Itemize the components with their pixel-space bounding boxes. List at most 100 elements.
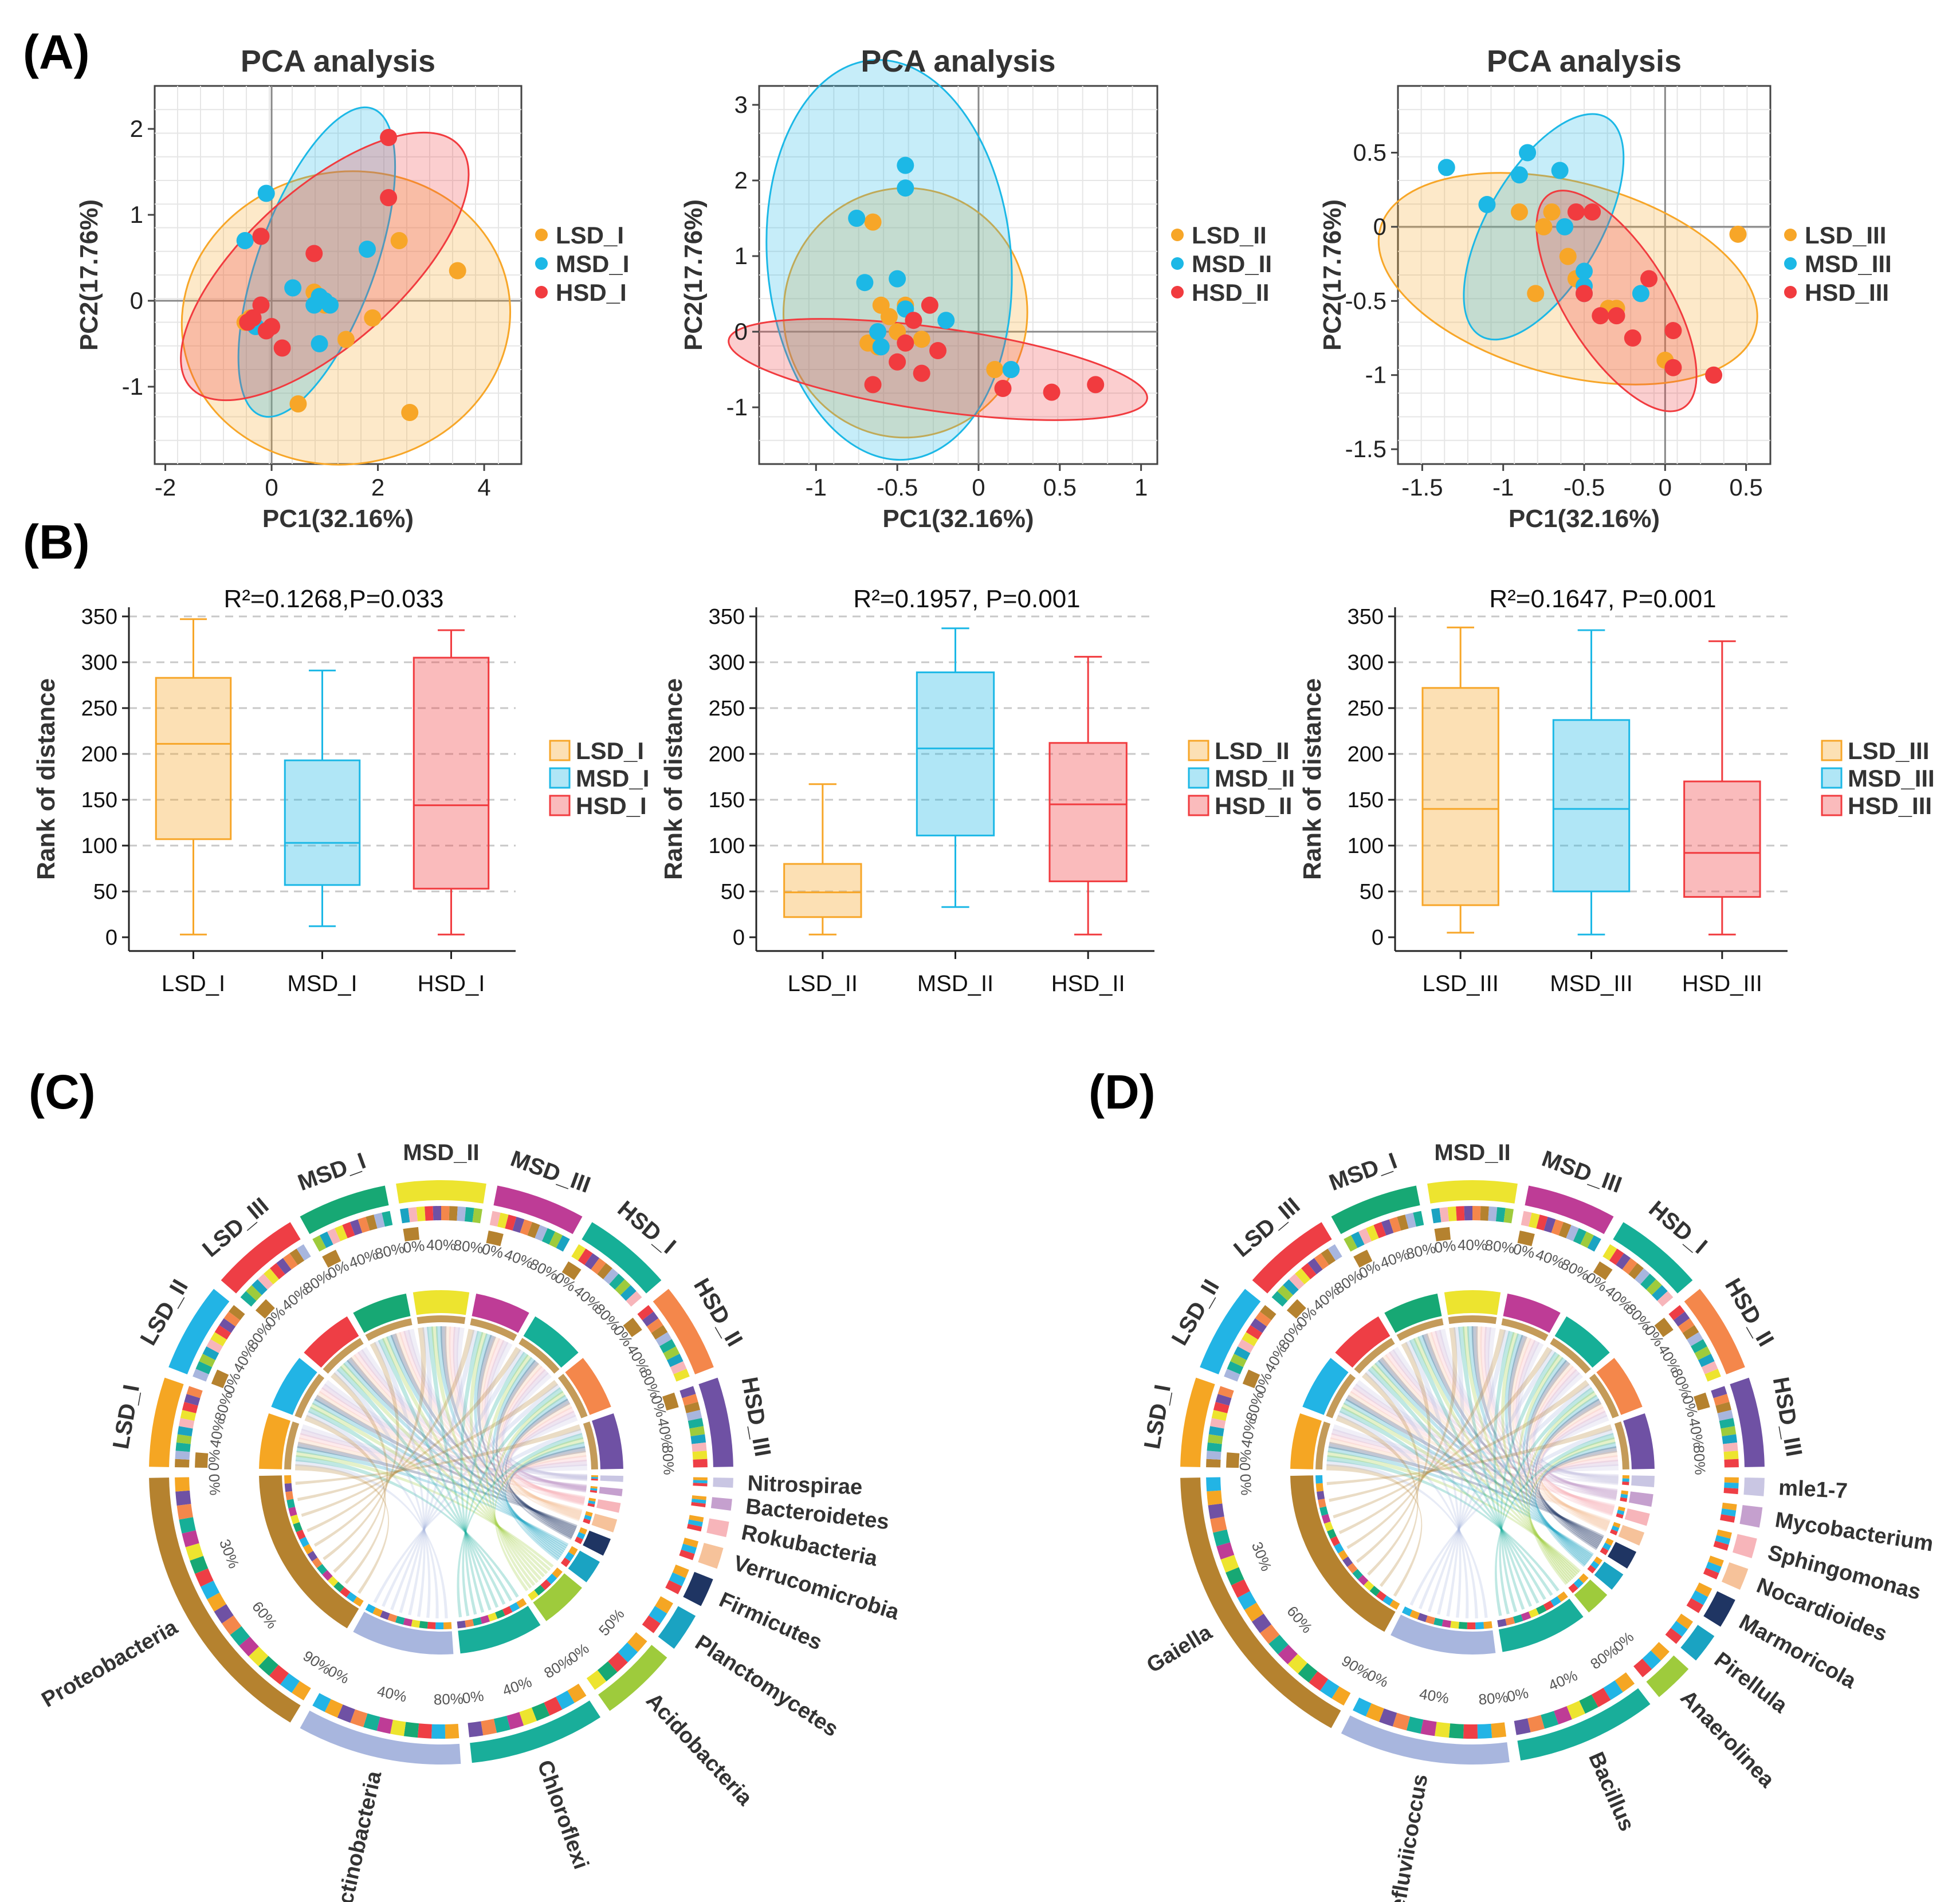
sample-stack-segment [1456, 1206, 1465, 1221]
data-point-lsd [449, 262, 466, 280]
data-point-lsd [864, 213, 882, 231]
sample-stack-segment [1224, 1369, 1240, 1382]
sample-scale-label: 80% [453, 1236, 484, 1257]
sample-arc-outer [1525, 1185, 1614, 1235]
y-tick-label: 50 [93, 880, 117, 904]
taxon-stack-segment [1633, 1659, 1652, 1677]
sample-stack-segment [1227, 1361, 1244, 1374]
x-tick-label: 0 [972, 474, 985, 501]
taxon-stack-segment [1208, 1503, 1224, 1519]
taxon-stack-segment [506, 1712, 524, 1730]
taxon-composition-strip [590, 1488, 598, 1491]
sample-stack-segment [1488, 1206, 1498, 1221]
data-point-lsd [1729, 225, 1747, 243]
sample-stack-segment [1580, 1231, 1594, 1248]
taxon-composition-strip [1513, 1614, 1523, 1624]
data-point-hsd [305, 245, 323, 262]
y-tick-label: 200 [81, 742, 117, 767]
y-tick-label: 50 [721, 880, 745, 904]
taxon-composition-strip [312, 1557, 323, 1569]
sample-stack-segment [214, 1325, 231, 1340]
sample-bar [1226, 1452, 1240, 1468]
sample-stack-segment [282, 1253, 298, 1270]
chord-link [1538, 1402, 1608, 1531]
taxon-stack-segment [1603, 1680, 1623, 1700]
sample-stack-segment [1713, 1394, 1730, 1406]
taxon-composition-strip [1318, 1498, 1326, 1508]
sample-composition-strip [1396, 1318, 1444, 1341]
sample-arc-inner [1596, 1358, 1643, 1415]
sample-stack-segment [202, 1346, 219, 1361]
sample-stack-segment [489, 1211, 501, 1227]
sample-stack-segment [1351, 1231, 1365, 1248]
sample-bar [195, 1452, 209, 1468]
sample-stack-segment [1668, 1304, 1685, 1321]
taxon-arc-inner [1608, 1542, 1637, 1569]
chord-link [314, 1394, 577, 1530]
taxon-composition-strip [591, 1478, 598, 1481]
sample-stack-segment [180, 1409, 197, 1421]
chord-link [1361, 1372, 1420, 1576]
taxon-composition-strip [480, 1615, 490, 1624]
sample-scale-label: 40% [426, 1236, 456, 1253]
sample-scale-label: 80% [659, 1445, 678, 1476]
y-tick-label: 250 [709, 697, 745, 721]
sample-bar [1286, 1299, 1306, 1319]
sample-stack-segment [505, 1215, 517, 1231]
taxon-composition-strip [488, 1612, 498, 1622]
sample-stack-segment [1344, 1235, 1358, 1252]
taxon-stack-segment [350, 1709, 368, 1727]
sample-arc-outer [582, 1222, 662, 1294]
data-point-msd [897, 156, 914, 174]
x-tick-label: LSD_III [1422, 971, 1498, 996]
sample-stack-segment [276, 1257, 292, 1275]
legend-label: LSD_II [1215, 737, 1290, 764]
taxon-composition-strip [419, 1621, 428, 1629]
data-point-msd [257, 184, 275, 202]
chord-link [1545, 1459, 1619, 1501]
taxon-composition-strip [590, 1490, 598, 1493]
sample-stack-segment [1472, 1206, 1481, 1221]
sample-label: LSD_I [108, 1382, 144, 1451]
taxon-composition-strip [284, 1483, 293, 1492]
sample-stack-segment [264, 1268, 280, 1284]
y-tick-label: 150 [709, 788, 745, 812]
legend-marker-lsd [549, 740, 571, 761]
data-point-hsd [1087, 376, 1105, 394]
chord-link [340, 1362, 548, 1574]
data-point-lsd [1510, 203, 1528, 221]
data-point-msd [1519, 144, 1537, 162]
y-tick-label: 50 [1360, 880, 1384, 904]
sample-scale-label: 40% [1686, 1417, 1708, 1449]
taxon-stack-segment [207, 1592, 226, 1612]
taxon-composition-strip [427, 1621, 436, 1629]
data-point-hsd [380, 189, 398, 206]
sample-stack-segment [659, 1339, 676, 1353]
x-tick-label: -0.5 [1564, 474, 1605, 501]
taxon-composition-strip [1389, 1600, 1400, 1610]
sample-stack-segment [690, 1434, 706, 1444]
sample-stack-segment [1327, 1244, 1342, 1261]
taxon-composition-strip [286, 1499, 295, 1508]
taxon-stack-segment [258, 1656, 278, 1676]
data-point-hsd [864, 376, 882, 394]
legend-marker-hsd [1784, 286, 1797, 298]
taxon-stack-segment [403, 1722, 419, 1738]
taxon-label: Gaiella [1142, 1620, 1216, 1678]
data-point-hsd [889, 353, 906, 371]
x-tick-label: LSD_I [162, 971, 225, 996]
sample-stack-segment [1277, 1285, 1294, 1301]
x-tick-label: HSD_II [1051, 971, 1125, 996]
chord-link [1541, 1410, 1617, 1500]
sample-label: LSD_I [1140, 1382, 1176, 1451]
sample-stack-segment [1234, 1346, 1251, 1361]
x-tick-label: 0.5 [1729, 474, 1762, 501]
sample-composition-strip [1614, 1421, 1629, 1469]
sample-stack-segment [1723, 1442, 1738, 1452]
taxon-scale-label: 30% [216, 1536, 243, 1570]
sample-composition-strip [557, 1373, 588, 1418]
taxon-stack-segment [1579, 1694, 1598, 1714]
taxon-stack-segment [669, 1572, 686, 1586]
panel-label-b: (B) [23, 515, 90, 569]
taxon-composition-strip [1382, 1595, 1393, 1606]
